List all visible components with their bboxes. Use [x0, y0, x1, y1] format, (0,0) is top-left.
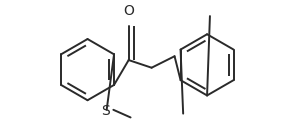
- Text: S: S: [101, 104, 110, 118]
- Text: O: O: [123, 4, 134, 18]
